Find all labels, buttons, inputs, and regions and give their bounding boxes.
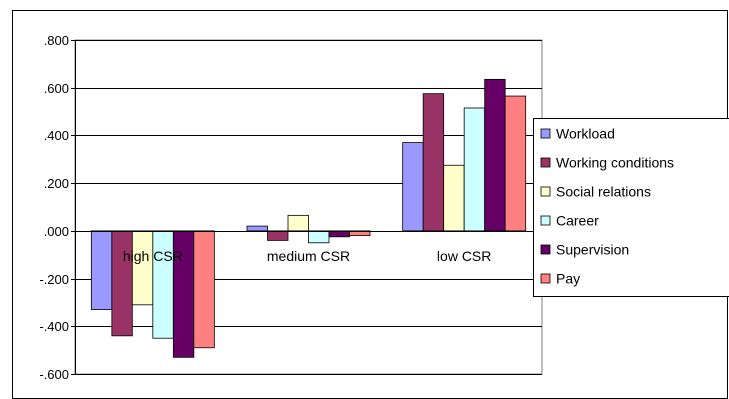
legend-swatch	[540, 157, 551, 168]
bar-social-relations	[287, 214, 309, 232]
legend-swatch	[540, 244, 551, 255]
y-tick-label: .200	[44, 176, 69, 191]
y-tick-label: .400	[44, 128, 69, 143]
y-tick-label: -.600	[39, 367, 69, 382]
legend-label: Supervision	[556, 242, 629, 258]
bar-social-relations	[131, 230, 154, 306]
legend-label: Workload	[556, 126, 615, 142]
bar-workload	[402, 142, 424, 232]
bar-social-relations	[443, 164, 465, 232]
bar-pay	[193, 230, 215, 349]
y-tick-label: -.200	[39, 272, 69, 287]
y-tick-label: -.400	[39, 319, 69, 334]
legend-label: Career	[556, 213, 599, 229]
legend-swatch	[540, 186, 551, 197]
y-tick-label: .800	[44, 33, 69, 48]
bar-workload	[90, 230, 113, 310]
legend-label: Pay	[556, 271, 580, 287]
bar-career	[463, 107, 486, 232]
bar-workload	[246, 225, 268, 232]
bar-pay	[349, 230, 371, 237]
legend-label: Social relations	[556, 184, 651, 200]
bar-supervision	[484, 78, 506, 232]
bar-pay	[504, 95, 527, 232]
category-label: high CSR	[123, 248, 183, 264]
y-tick-label: .600	[44, 81, 69, 96]
bar-career	[308, 230, 330, 244]
legend-swatch	[540, 273, 551, 284]
bar-working-conditions	[111, 230, 133, 337]
y-tick-label: .000	[44, 224, 69, 239]
bar-working-conditions	[267, 230, 289, 241]
legend-box	[533, 118, 729, 297]
category-label: low CSR	[437, 248, 491, 264]
category-label: medium CSR	[267, 248, 350, 264]
legend-swatch	[540, 215, 551, 226]
legend-label: Working conditions	[556, 155, 674, 171]
legend-swatch	[540, 128, 551, 139]
bar-working-conditions	[422, 93, 445, 232]
